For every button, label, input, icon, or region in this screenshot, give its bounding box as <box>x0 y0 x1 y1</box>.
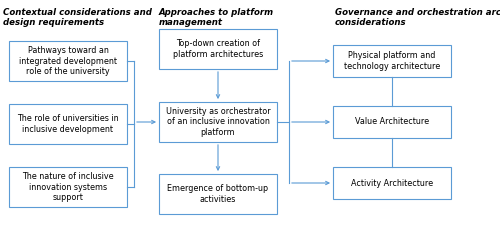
Text: Top-down creation of
platform architectures: Top-down creation of platform architectu… <box>173 39 263 59</box>
FancyBboxPatch shape <box>333 167 451 199</box>
FancyBboxPatch shape <box>9 41 127 81</box>
Text: Value Architecture: Value Architecture <box>355 118 429 126</box>
Text: Contextual considerations and
design requirements: Contextual considerations and design req… <box>3 8 152 27</box>
Text: The nature of inclusive
innovation systems
support: The nature of inclusive innovation syste… <box>22 172 114 202</box>
Text: Physical platform and
technology architecture: Physical platform and technology archite… <box>344 51 440 71</box>
FancyBboxPatch shape <box>333 45 451 77</box>
FancyBboxPatch shape <box>9 104 127 144</box>
FancyBboxPatch shape <box>333 106 451 138</box>
Text: Governance and orchestration architectural
considerations: Governance and orchestration architectur… <box>335 8 500 27</box>
FancyBboxPatch shape <box>159 174 277 214</box>
Text: University as orchestrator
of an inclusive innovation
platform: University as orchestrator of an inclusi… <box>166 107 270 137</box>
FancyBboxPatch shape <box>9 167 127 207</box>
FancyBboxPatch shape <box>159 29 277 69</box>
Text: Pathways toward an
integrated development
role of the university: Pathways toward an integrated developmen… <box>19 46 117 76</box>
Text: The role of universities in
inclusive development: The role of universities in inclusive de… <box>17 114 119 134</box>
Text: Approaches to platform
management: Approaches to platform management <box>159 8 274 27</box>
Text: Activity Architecture: Activity Architecture <box>351 179 433 187</box>
FancyBboxPatch shape <box>159 102 277 142</box>
Text: Emergence of bottom-up
activities: Emergence of bottom-up activities <box>168 184 268 204</box>
